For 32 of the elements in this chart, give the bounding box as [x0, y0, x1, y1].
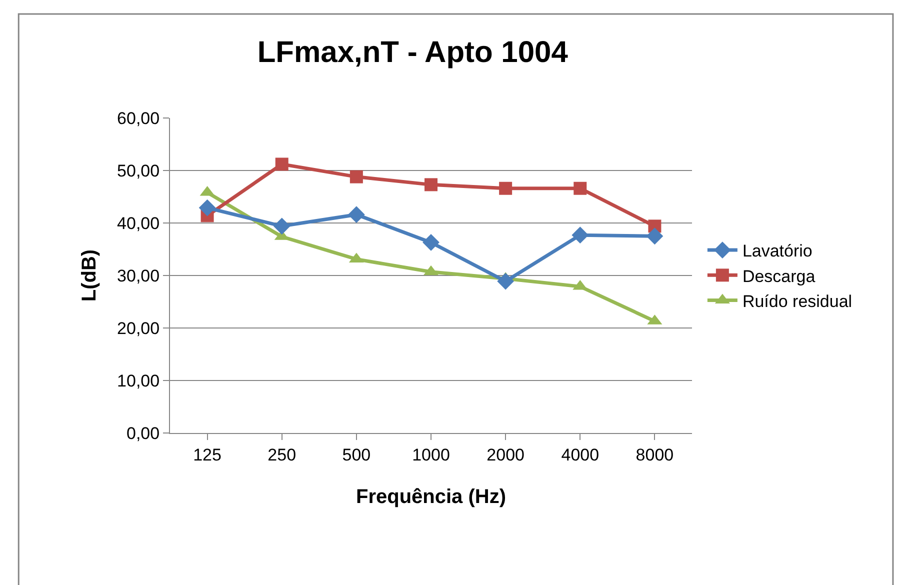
point: [499, 182, 512, 195]
point: [198, 199, 216, 216]
y-tick-label: 0,00: [126, 424, 160, 443]
x-tick-label: 4000: [561, 445, 600, 464]
x-tick-label: 125: [193, 445, 222, 464]
x-tick-label: 8000: [636, 445, 674, 464]
y-tick-label: 60,00: [117, 108, 160, 128]
legend-label: Lavatório: [742, 242, 812, 261]
legend-label: Descarga: [742, 266, 816, 286]
point: [273, 218, 290, 235]
legend-label: Ruído residual: [742, 292, 852, 311]
x-axis-title: Frequência (Hz): [356, 486, 506, 508]
y-tick-label: 40,00: [117, 214, 160, 233]
y-axis-title: L(dB): [78, 249, 101, 302]
point: [497, 272, 514, 290]
point: [572, 226, 589, 244]
point: [424, 178, 438, 192]
chart-title: LFmax,nT - Apto 1004: [257, 36, 568, 69]
y-tick-label: 50,00: [117, 161, 160, 180]
x-tick-label: 2000: [486, 445, 524, 464]
y-tick-label: 10,00: [117, 371, 160, 390]
point: [348, 206, 365, 224]
point: [422, 234, 440, 251]
point: [275, 158, 288, 171]
point: [350, 170, 363, 184]
x-tick-label: 1000: [412, 445, 450, 464]
point: [646, 228, 664, 245]
y-tick-label: 30,00: [117, 266, 160, 286]
y-tick-label: 20,00: [117, 318, 160, 338]
point: [574, 182, 587, 195]
x-tick-label: 250: [268, 445, 296, 464]
x-tick-label: 500: [342, 445, 371, 464]
